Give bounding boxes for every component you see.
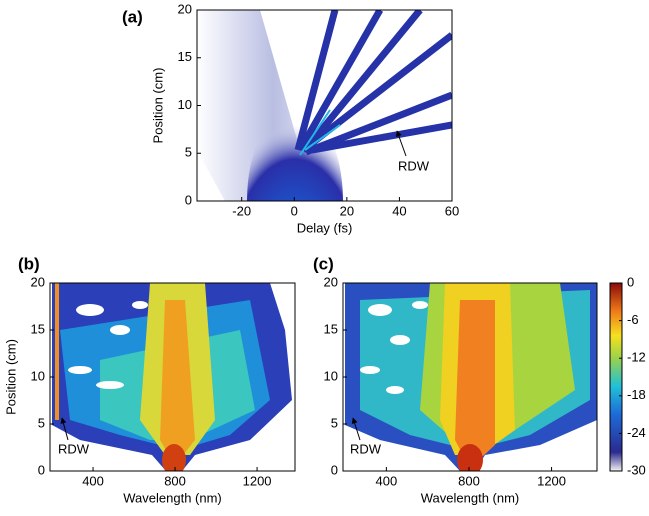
y-tick-label: 15 <box>324 321 338 336</box>
y-tick-label: 20 <box>31 274 45 289</box>
x-tick-label: 800 <box>164 473 186 488</box>
x-tick-label: 20 <box>340 203 354 218</box>
colorbar-tick-label: -12 <box>627 350 646 365</box>
annotation: RDW <box>58 441 90 456</box>
y-tick-label: 5 <box>38 415 45 430</box>
annotation-arrow <box>396 130 407 157</box>
x-tick-label: 400 <box>376 473 398 488</box>
x-tick-label: 0 <box>291 203 298 218</box>
y-tick-label: 5 <box>185 145 192 160</box>
annotation-arrow <box>60 417 69 441</box>
annotation-arrow <box>351 417 361 441</box>
x-tick-label: -20 <box>232 203 251 218</box>
x-tick-label: 1200 <box>537 473 566 488</box>
panel-label: (a) <box>122 7 143 26</box>
colorbar-tick-label: -6 <box>627 312 639 327</box>
x-tick-label: 800 <box>458 473 480 488</box>
y-tick-label: 15 <box>31 321 45 336</box>
annotation: RDW <box>398 158 430 173</box>
x-tick-label: 60 <box>445 203 459 218</box>
x-axis-label: Delay (fs) <box>297 220 353 235</box>
y-tick-label: 5 <box>331 415 338 430</box>
colorbar-tick-label: 0 <box>627 274 634 289</box>
y-tick-label: 10 <box>31 368 45 383</box>
x-tick-label: 1200 <box>243 473 272 488</box>
panel-label: (c) <box>313 254 334 273</box>
y-tick-label: 20 <box>178 1 192 16</box>
annotation: RDW <box>350 441 382 456</box>
colorbar-tick-label: -30 <box>627 462 646 477</box>
y-tick-label: 10 <box>178 97 192 112</box>
heatmap-b <box>50 283 295 471</box>
colorbar-tick-label: -24 <box>627 425 646 440</box>
x-axis-label: Wavelength (nm) <box>421 490 520 505</box>
y-tick-label: 10 <box>324 368 338 383</box>
y-tick-label: 15 <box>178 49 192 64</box>
y-axis-label: Position (cm) <box>3 339 18 415</box>
y-tick-label: 20 <box>324 274 338 289</box>
y-tick-label: 0 <box>185 192 192 207</box>
heatmap-c <box>343 283 597 471</box>
x-tick-label: 400 <box>82 473 104 488</box>
colorbar <box>609 282 623 472</box>
y-tick-label: 0 <box>38 462 45 477</box>
y-axis-label: Position (cm) <box>150 68 165 144</box>
x-tick-label: 40 <box>392 203 406 218</box>
y-tick-label: 0 <box>331 462 338 477</box>
heatmap-a <box>197 10 452 201</box>
x-axis-label: Wavelength (nm) <box>123 490 222 505</box>
panel-label: (b) <box>18 254 40 273</box>
colorbar-tick-label: -18 <box>627 387 646 402</box>
